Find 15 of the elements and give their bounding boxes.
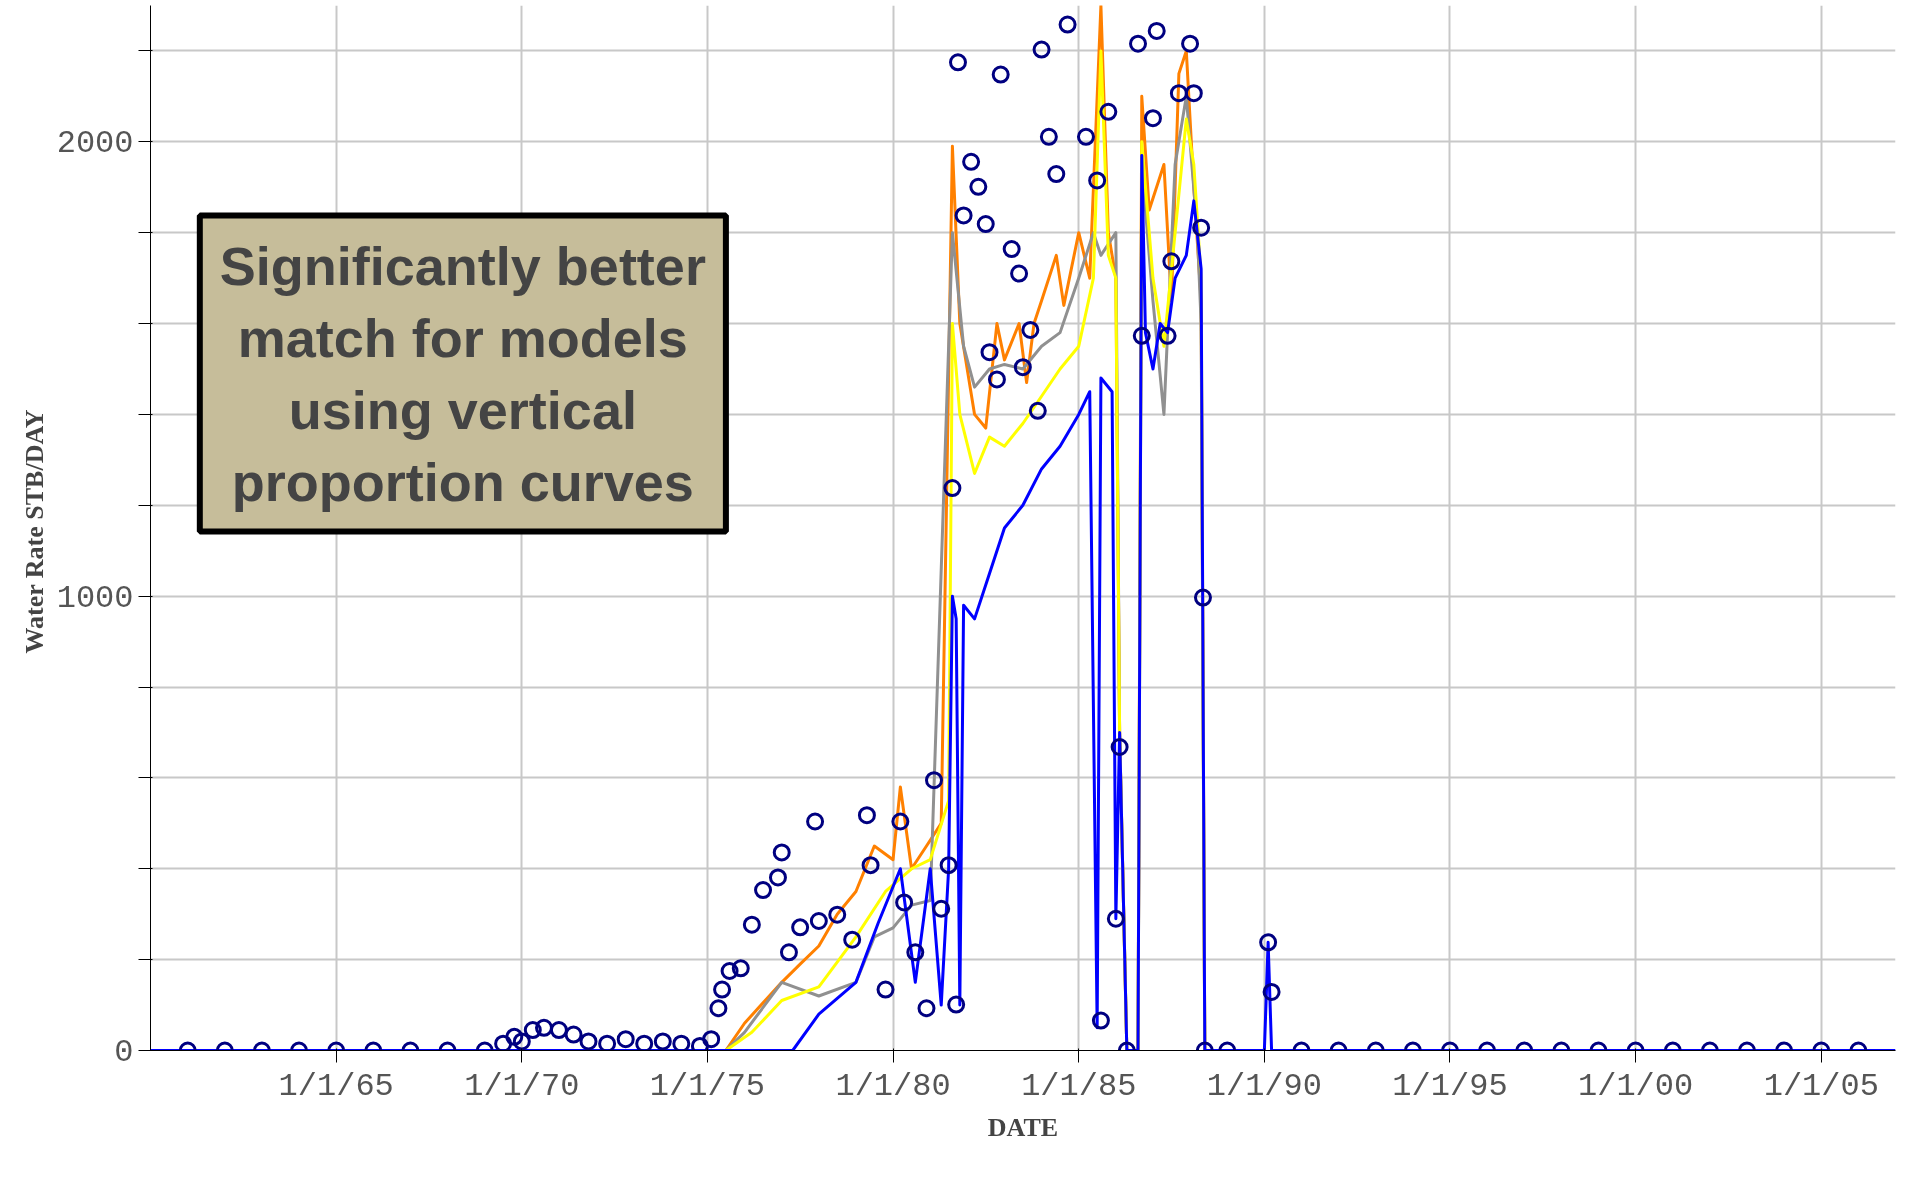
- y-tick-label: 2000: [56, 125, 134, 163]
- x-tick-label: 1/1/05: [1763, 1067, 1879, 1105]
- y-tick-label: 0: [114, 1034, 134, 1071]
- y-axis-title: Water Rate STB/DAY: [19, 409, 49, 654]
- x-axis-title: DATE: [987, 1112, 1059, 1142]
- x-tick-label: 1/1/65: [278, 1067, 394, 1105]
- x-tick-label: 1/1/80: [835, 1067, 951, 1105]
- x-tick-label: 1/1/95: [1392, 1067, 1508, 1105]
- x-tick-label: 1/1/70: [464, 1067, 580, 1105]
- x-tick-label: 1/1/90: [1206, 1067, 1322, 1105]
- x-tick-label: 1/1/85: [1021, 1067, 1137, 1105]
- x-tick-label: 1/1/75: [649, 1067, 766, 1105]
- x-tick-label: 1/1/00: [1577, 1067, 1694, 1105]
- annotation: Significantly better match for models using vertical proportion curves: [219, 235, 706, 512]
- y-tick-label: 1000: [56, 579, 134, 617]
